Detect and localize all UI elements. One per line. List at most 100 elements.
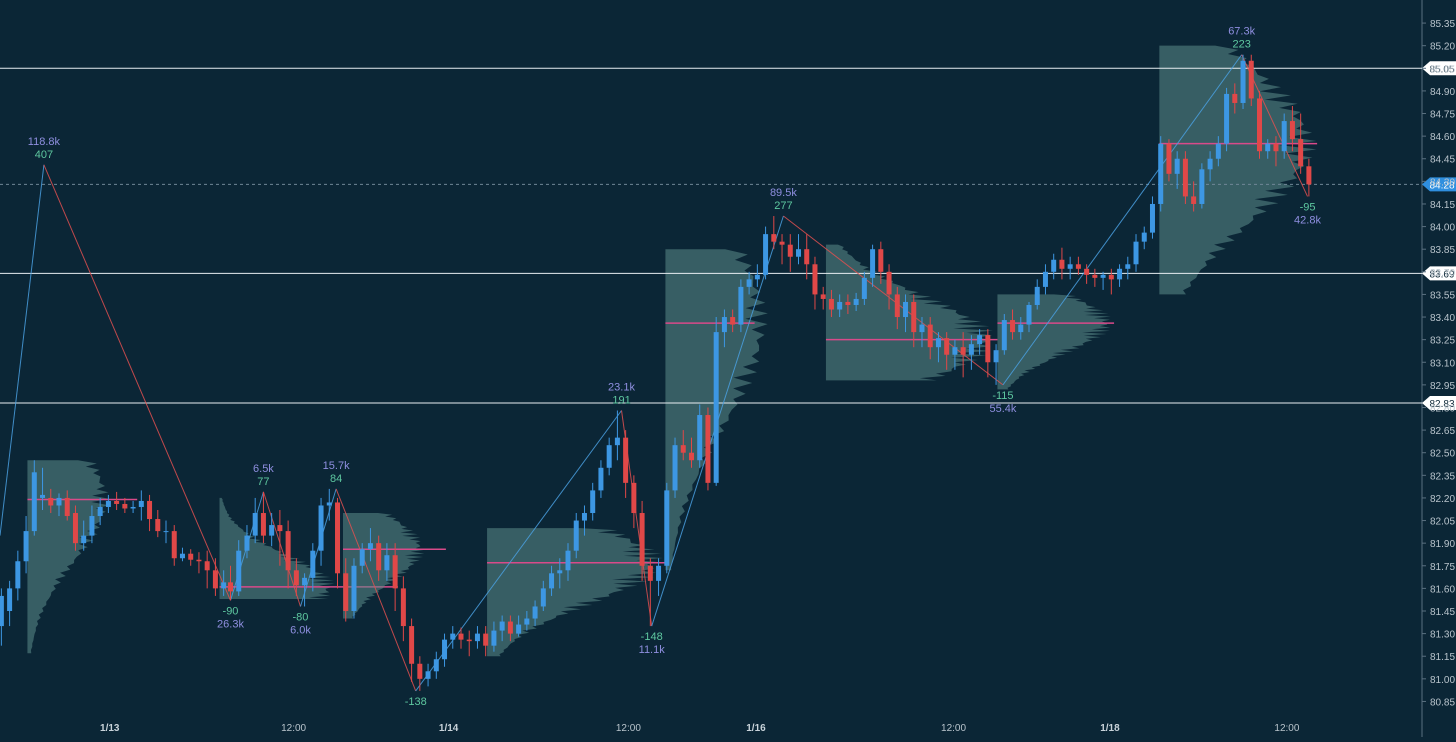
candle-body-78 <box>639 513 645 566</box>
candle-body-134 <box>1100 274 1106 278</box>
candle-body-98 <box>804 249 810 265</box>
candle-body-153 <box>1256 98 1262 152</box>
candle-body-121 <box>993 350 999 363</box>
y-tick-label-0: 80.85 <box>1430 697 1455 708</box>
candle-body-3 <box>23 531 29 562</box>
candle-body-143 <box>1174 158 1180 174</box>
volume-profile-2 <box>343 513 425 619</box>
candle-body-64 <box>524 618 530 625</box>
candle-body-128 <box>1051 259 1057 272</box>
candle-body-99 <box>812 264 818 295</box>
y-tick-label-21: 84.00 <box>1430 223 1455 234</box>
swing-label-bottom-10: 223 <box>1232 39 1250 51</box>
candle-body-101 <box>828 298 834 310</box>
y-tick-label-14: 82.95 <box>1430 381 1455 392</box>
candle-body-109 <box>894 294 900 318</box>
swing-label-bottom-1: 26.3k <box>217 618 244 630</box>
candle-body-36 <box>293 570 299 586</box>
candle-body-68 <box>557 570 563 574</box>
candle-body-9 <box>72 513 78 544</box>
y-tick-label-7: 81.90 <box>1430 539 1455 550</box>
candle-body-52 <box>425 671 431 679</box>
candle-body-151 <box>1240 60 1246 103</box>
level-tag-1 <box>1422 266 1456 281</box>
candle-body-28 <box>227 582 233 592</box>
x-tick-label-4: 1/16 <box>746 723 766 734</box>
candle-body-31 <box>252 513 258 536</box>
candle-body-30 <box>244 535 250 551</box>
candle-body-155 <box>1273 143 1279 152</box>
swing-label-top-9: -115 <box>992 390 1013 402</box>
y-tick-label-11: 82.50 <box>1430 449 1455 460</box>
x-tick-label-7: 12:00 <box>1274 723 1299 734</box>
candle-body-0 <box>0 595 4 627</box>
candle-body-15 <box>122 503 128 509</box>
candle-body-18 <box>147 500 153 520</box>
candle-body-126 <box>1034 286 1040 305</box>
candle-body-137 <box>1125 264 1131 269</box>
candle-body-27 <box>221 582 227 589</box>
candle-body-51 <box>417 663 423 679</box>
zigzag-segment-5 <box>299 488 337 607</box>
level-label-2: 82.83 <box>1429 399 1454 410</box>
candle-body-49 <box>400 588 406 627</box>
swing-label-top-8: 89.5k <box>770 187 797 199</box>
candle-body-110 <box>903 301 909 318</box>
swing-label-bottom-4: 84 <box>330 473 342 485</box>
y-tick-label-15: 83.10 <box>1430 358 1455 369</box>
candle-body-111 <box>911 301 917 333</box>
price-axis[interactable]: 80.85 81.00 81.15 81.30 81.45 81.60 81.75 81.90… <box>1422 19 1455 708</box>
candle-body-6 <box>48 497 54 506</box>
candle-body-97 <box>796 249 802 257</box>
candles <box>0 54 1312 691</box>
candle-body-119 <box>977 335 983 345</box>
candle-body-13 <box>105 500 111 507</box>
candle-body-90 <box>738 286 744 325</box>
candle-body-57 <box>466 639 472 642</box>
candle-body-127 <box>1042 271 1048 287</box>
candle-body-29 <box>236 550 242 592</box>
y-tick-label-10: 82.35 <box>1430 471 1455 482</box>
candle-body-45 <box>367 543 373 550</box>
candle-body-35 <box>285 531 291 571</box>
candle-body-104 <box>853 298 859 305</box>
candle-body-53 <box>433 659 439 672</box>
candle-body-8 <box>64 497 70 517</box>
candle-body-10 <box>81 535 87 544</box>
y-tick-label-9: 82.20 <box>1430 494 1455 505</box>
candle-body-72 <box>590 490 596 514</box>
time-axis[interactable]: 1/13 12:00 1/14 12:00 1/16 12:00 1/18 12:00 <box>100 723 1300 734</box>
y-tick-label-29: 85.20 <box>1430 42 1455 53</box>
level-tag-0 <box>1422 61 1456 76</box>
y-tick-label-16: 83.25 <box>1430 336 1455 347</box>
candle-body-95 <box>779 241 785 245</box>
candle-body-108 <box>886 271 892 295</box>
y-tick-label-26: 84.75 <box>1430 110 1455 121</box>
candle-body-130 <box>1067 264 1073 269</box>
candle-body-144 <box>1182 158 1188 197</box>
candle-body-47 <box>384 555 390 571</box>
candle-body-7 <box>56 497 62 506</box>
zigzag-segment-11 <box>1002 54 1243 386</box>
zigzag-segment-1 <box>0 164 45 536</box>
y-tick-label-25: 84.60 <box>1430 132 1455 143</box>
candle-body-85 <box>697 415 703 461</box>
candle-body-32 <box>260 513 266 536</box>
candle-body-157 <box>1289 121 1295 140</box>
y-tick-label-17: 83.40 <box>1430 313 1455 324</box>
y-tick-label-22: 84.15 <box>1430 200 1455 211</box>
candle-body-140 <box>1149 203 1155 233</box>
candle-body-40 <box>326 502 332 506</box>
candle-body-125 <box>1026 304 1032 325</box>
candle-body-100 <box>820 294 826 299</box>
swing-label-bottom-0: 407 <box>35 149 53 161</box>
candle-body-16 <box>130 506 136 509</box>
x-tick-label-6: 1/18 <box>1100 723 1120 734</box>
candle-body-124 <box>1018 324 1024 333</box>
candle-body-42 <box>343 573 349 611</box>
candle-body-76 <box>623 437 629 483</box>
candle-body-87 <box>713 332 719 483</box>
current-price-tag <box>1422 177 1456 192</box>
